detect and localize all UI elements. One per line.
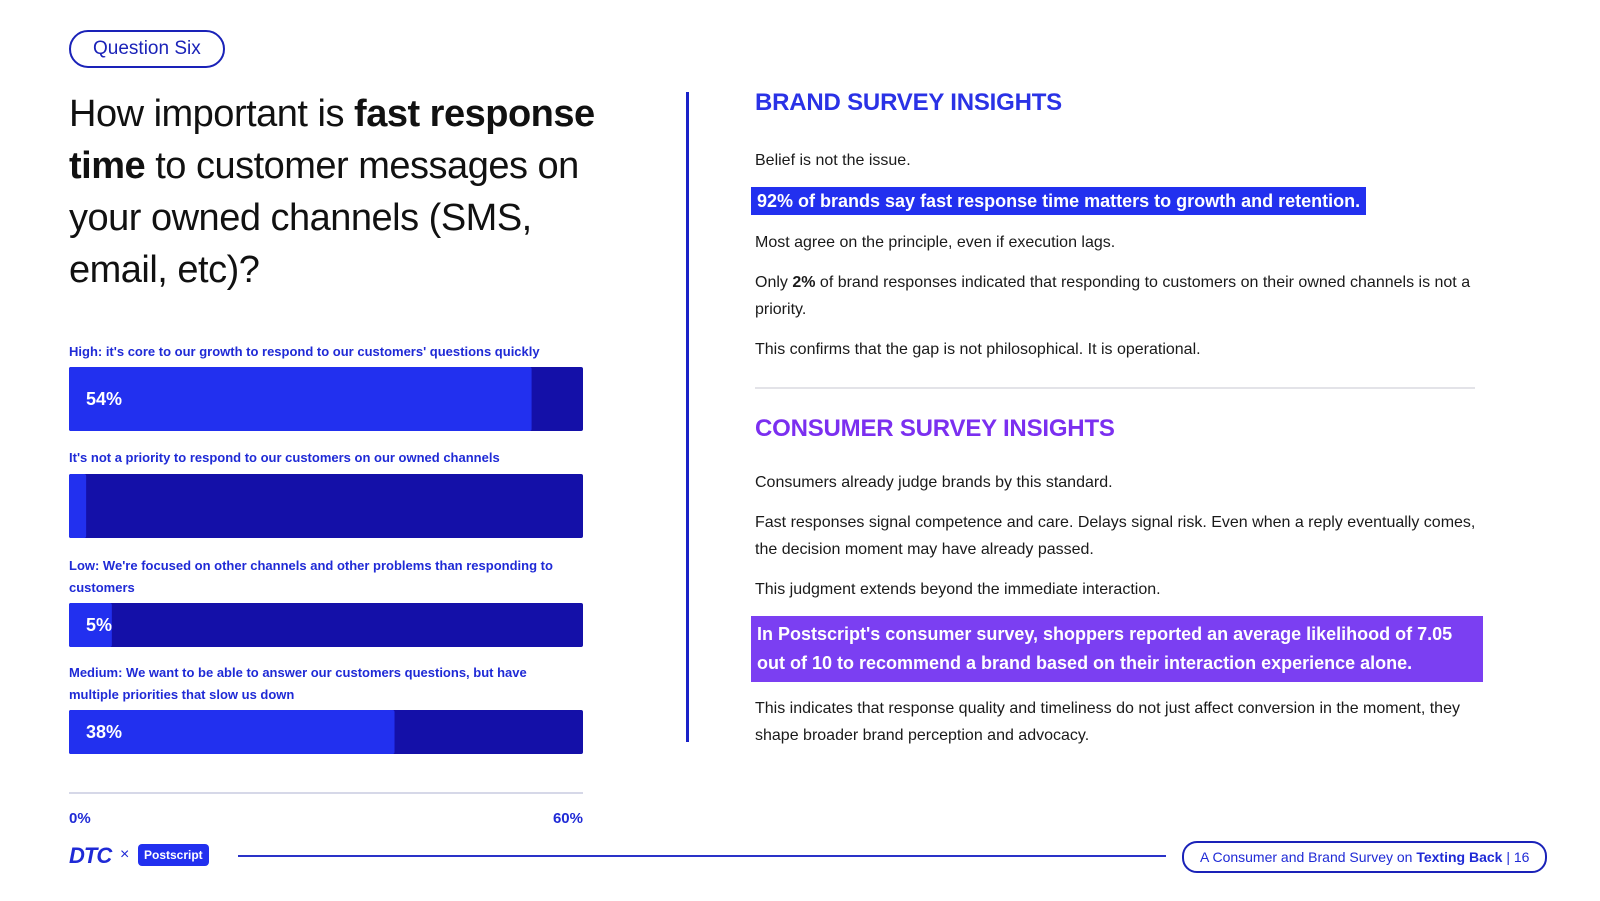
footer-rule [238,855,1166,857]
question-part-1: How important is [69,93,355,135]
bar-value-label: 5% [86,615,112,635]
logo-separator: × [120,846,130,863]
x-tick-label: 60% [553,810,583,827]
question-number-badge: Question Six [69,30,225,68]
column-divider [686,92,689,742]
question-title: How important is fast response time to c… [69,88,629,296]
section-divider [755,387,1475,389]
category-label: Low: We're focused on other channels and… [69,558,553,595]
report-title-a: A Consumer and Brand Survey on [1200,849,1417,865]
postscript-logo: Postscript [138,844,209,866]
question-part-2: to customer messages on your owned chann… [69,145,579,291]
brand-insights-heading: BRAND SURVEY INSIGHTS [755,89,1062,116]
brand-para-3-c: of brand responses indicated that respon… [755,274,1471,318]
bar-track [69,474,583,538]
category-label: High: it's core to our growth to respond… [69,344,540,359]
consumer-para-1: Consumers already judge brands by this s… [755,474,1113,491]
dtc-logo: DTC [69,843,112,868]
brand-para-4: This confirms that the gap is not philos… [755,341,1201,358]
bar-value [69,474,87,538]
report-title-b: Texting Back [1416,849,1503,865]
consumer-para-4: This indicates that response quality and… [755,700,1460,744]
x-tick-label: 0% [69,810,91,827]
brand-para-3: Only 2% of brand responses indicated tha… [755,269,1495,323]
bar-value [69,603,112,647]
consumer-para-3: This judgment extends beyond the immedia… [755,581,1161,598]
footer: DTC × Postscript A Consumer and Brand Su… [0,840,1600,880]
category-label: It's not a priority to respond to our cu… [69,450,500,465]
bar-track [69,603,583,647]
brand-para-1: Belief is not the issue. [755,152,911,169]
bar-value [69,710,395,754]
brand-para-2: Most agree on the principle, even if exe… [755,234,1116,251]
bar-value [69,367,532,431]
insights-panel: BRAND SURVEY INSIGHTS Belief is not the … [751,84,1495,762]
brand-para-3-a: Only [755,274,793,291]
consumer-highlight: In Postscript's consumer survey, shopper… [751,616,1483,682]
brand-highlight: 92% of brands say fast response time mat… [751,187,1367,215]
consumer-para-2: Fast responses signal competence and car… [755,514,1476,558]
report-title-badge: A Consumer and Brand Survey on Texting B… [1182,841,1548,873]
brand-highlight-row: 92% of brands say fast response time mat… [751,187,1495,216]
bar-value-label: 54% [86,389,122,409]
category-label: Medium: We want to be able to answer our… [69,665,527,702]
response-time-bar-chart: High: it's core to our growth to respond… [69,344,583,827]
question-emphasis: fast response time [69,93,595,187]
bar-value-label: 38% [86,722,122,742]
report-title-c: | 16 [1502,849,1530,865]
brand-para-3-stat: 2% [792,274,816,291]
consumer-insights-heading: CONSUMER SURVEY INSIGHTS [755,415,1115,442]
